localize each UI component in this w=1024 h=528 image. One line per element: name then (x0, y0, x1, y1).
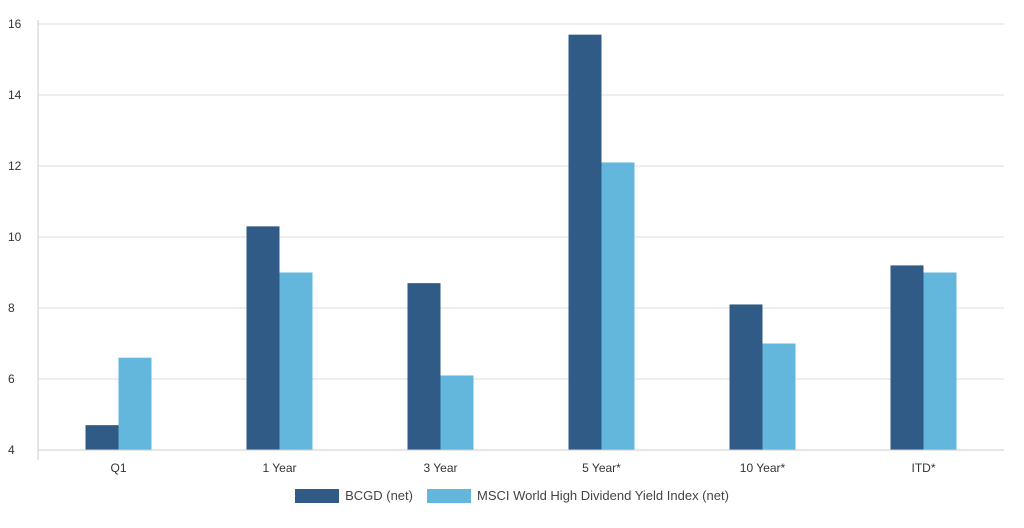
bar-msci[interactable] (923, 272, 957, 451)
y-tick-label: 14 (8, 88, 22, 102)
x-tick-label: 1 Year (262, 461, 296, 475)
tick-labels: 4 6 8 10 12 14 16 Q1 1 Year 3 Year 5 Year* 10 Year*… (8, 17, 936, 475)
x-tick-label: 5 Year* (582, 461, 621, 475)
bar-msci[interactable] (279, 272, 313, 451)
y-tick-label: 6 (8, 372, 15, 386)
bar-msci[interactable] (762, 343, 796, 451)
y-tick-label: 12 (8, 159, 22, 173)
x-tick-label: 10 Year* (740, 461, 786, 475)
bar-msci[interactable] (118, 357, 152, 450)
bar-bcgd[interactable] (407, 283, 441, 450)
legend-swatch-bcgd (295, 488, 340, 503)
axes (37, 20, 1004, 460)
legend-swatch-msci (426, 488, 471, 503)
x-tick-label: Q1 (110, 461, 126, 475)
bar-chart: 4 6 8 10 12 14 16 Q1 1 Year 3 Year 5 Year* 10 Year*… (8, 17, 1004, 475)
legend-item-msci[interactable]: MSCI World High Dividend Yield Index (ne… (426, 488, 729, 503)
bar-bcgd[interactable] (568, 34, 602, 451)
bar-bcgd[interactable] (890, 265, 924, 450)
bar-bcgd[interactable] (246, 226, 280, 450)
bar-msci[interactable] (601, 162, 635, 450)
legend-label-msci: MSCI World High Dividend Yield Index (ne… (476, 488, 729, 503)
bar-bcgd[interactable] (85, 425, 119, 450)
y-tick-label: 10 (8, 230, 22, 244)
legend-label-bcgd: BCGD (net) (345, 488, 413, 503)
legend-item-bcgd[interactable]: BCGD (net) (295, 488, 413, 503)
grid-lines (38, 23, 1004, 451)
bar-bcgd[interactable] (729, 304, 763, 450)
y-tick-label: 4 (8, 443, 15, 457)
bars (85, 34, 957, 451)
y-tick-label: 8 (8, 301, 15, 315)
y-tick-label: 16 (8, 17, 22, 31)
bar-msci[interactable] (440, 375, 474, 450)
x-tick-label: ITD* (912, 461, 936, 475)
x-tick-label: 3 Year (423, 461, 457, 475)
legend: BCGD (net) MSCI World High Dividend Yiel… (0, 488, 1024, 503)
